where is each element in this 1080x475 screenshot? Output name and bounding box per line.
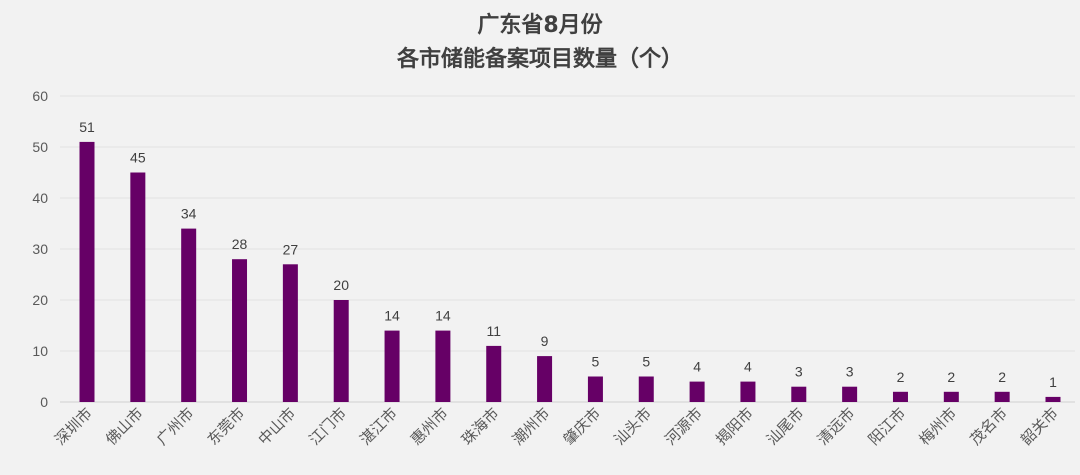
bar <box>740 381 756 402</box>
data-label: 1 <box>1049 374 1057 390</box>
y-tick-label: 0 <box>40 394 48 410</box>
bar <box>232 259 248 402</box>
bar <box>537 356 553 402</box>
y-tick-label: 10 <box>32 343 48 359</box>
bar <box>333 300 349 402</box>
bar <box>486 345 502 402</box>
y-tick-label: 50 <box>32 139 48 155</box>
data-label: 34 <box>181 206 197 222</box>
data-label: 51 <box>79 119 95 135</box>
bar <box>842 386 858 402</box>
data-label: 4 <box>693 359 701 375</box>
x-tick-label: 梅州市 <box>916 404 961 449</box>
data-label: 2 <box>947 369 955 385</box>
data-label: 14 <box>435 308 451 324</box>
bar <box>282 264 298 402</box>
data-label: 2 <box>998 369 1006 385</box>
x-tick-label: 深圳市 <box>51 404 96 449</box>
x-tick-label: 河源市 <box>661 404 706 449</box>
x-tick-label: 珠海市 <box>458 404 503 449</box>
x-tick-label: 揭阳市 <box>712 404 757 449</box>
x-tick-label: 广州市 <box>153 404 198 449</box>
x-tick-label: 韶关市 <box>1017 404 1062 449</box>
bar <box>435 330 451 402</box>
x-tick-label: 阳江市 <box>865 404 910 449</box>
bar <box>130 172 146 402</box>
x-tick-label: 清远市 <box>814 404 859 449</box>
x-tick-label: 江门市 <box>305 404 350 449</box>
data-label: 45 <box>130 150 146 166</box>
x-tick-label: 佛山市 <box>102 404 147 449</box>
y-tick-label: 30 <box>32 241 48 257</box>
x-tick-label: 东莞市 <box>204 404 249 449</box>
bar <box>689 381 705 402</box>
chart-title-line1: 广东省8月份 <box>477 12 603 38</box>
data-label: 11 <box>486 323 501 339</box>
data-label: 3 <box>795 364 803 380</box>
data-label: 27 <box>283 241 299 257</box>
data-label: 4 <box>744 359 752 375</box>
x-tick-label: 汕尾市 <box>763 404 808 449</box>
bar <box>791 386 807 402</box>
bar <box>181 228 197 402</box>
x-tick-label: 肇庆市 <box>560 404 605 449</box>
x-tick-label: 中山市 <box>255 404 300 449</box>
data-label: 28 <box>232 236 248 252</box>
x-tick-label: 汕头市 <box>611 404 656 449</box>
y-tick-label: 60 <box>32 88 48 104</box>
bar <box>384 330 400 402</box>
data-label: 14 <box>384 308 400 324</box>
bar <box>994 391 1010 402</box>
bar <box>79 141 95 402</box>
bar <box>1045 396 1061 402</box>
x-tick-label: 茂名市 <box>966 404 1011 449</box>
bar <box>587 376 603 402</box>
data-label: 2 <box>897 369 905 385</box>
chart-title-line2: 各市储能备案项目数量（个） <box>396 46 683 72</box>
x-tick-label: 湛江市 <box>356 404 401 449</box>
bar <box>892 391 908 402</box>
x-tick-label: 惠州市 <box>407 404 452 449</box>
bar <box>943 391 959 402</box>
data-label: 9 <box>541 333 549 349</box>
data-label: 20 <box>333 277 349 293</box>
y-tick-label: 40 <box>32 190 48 206</box>
data-label: 3 <box>846 364 854 380</box>
bar <box>638 376 654 402</box>
y-tick-label: 20 <box>32 292 48 308</box>
data-label: 5 <box>642 354 650 370</box>
x-tick-label: 潮州市 <box>509 404 554 449</box>
data-label: 5 <box>592 354 600 370</box>
